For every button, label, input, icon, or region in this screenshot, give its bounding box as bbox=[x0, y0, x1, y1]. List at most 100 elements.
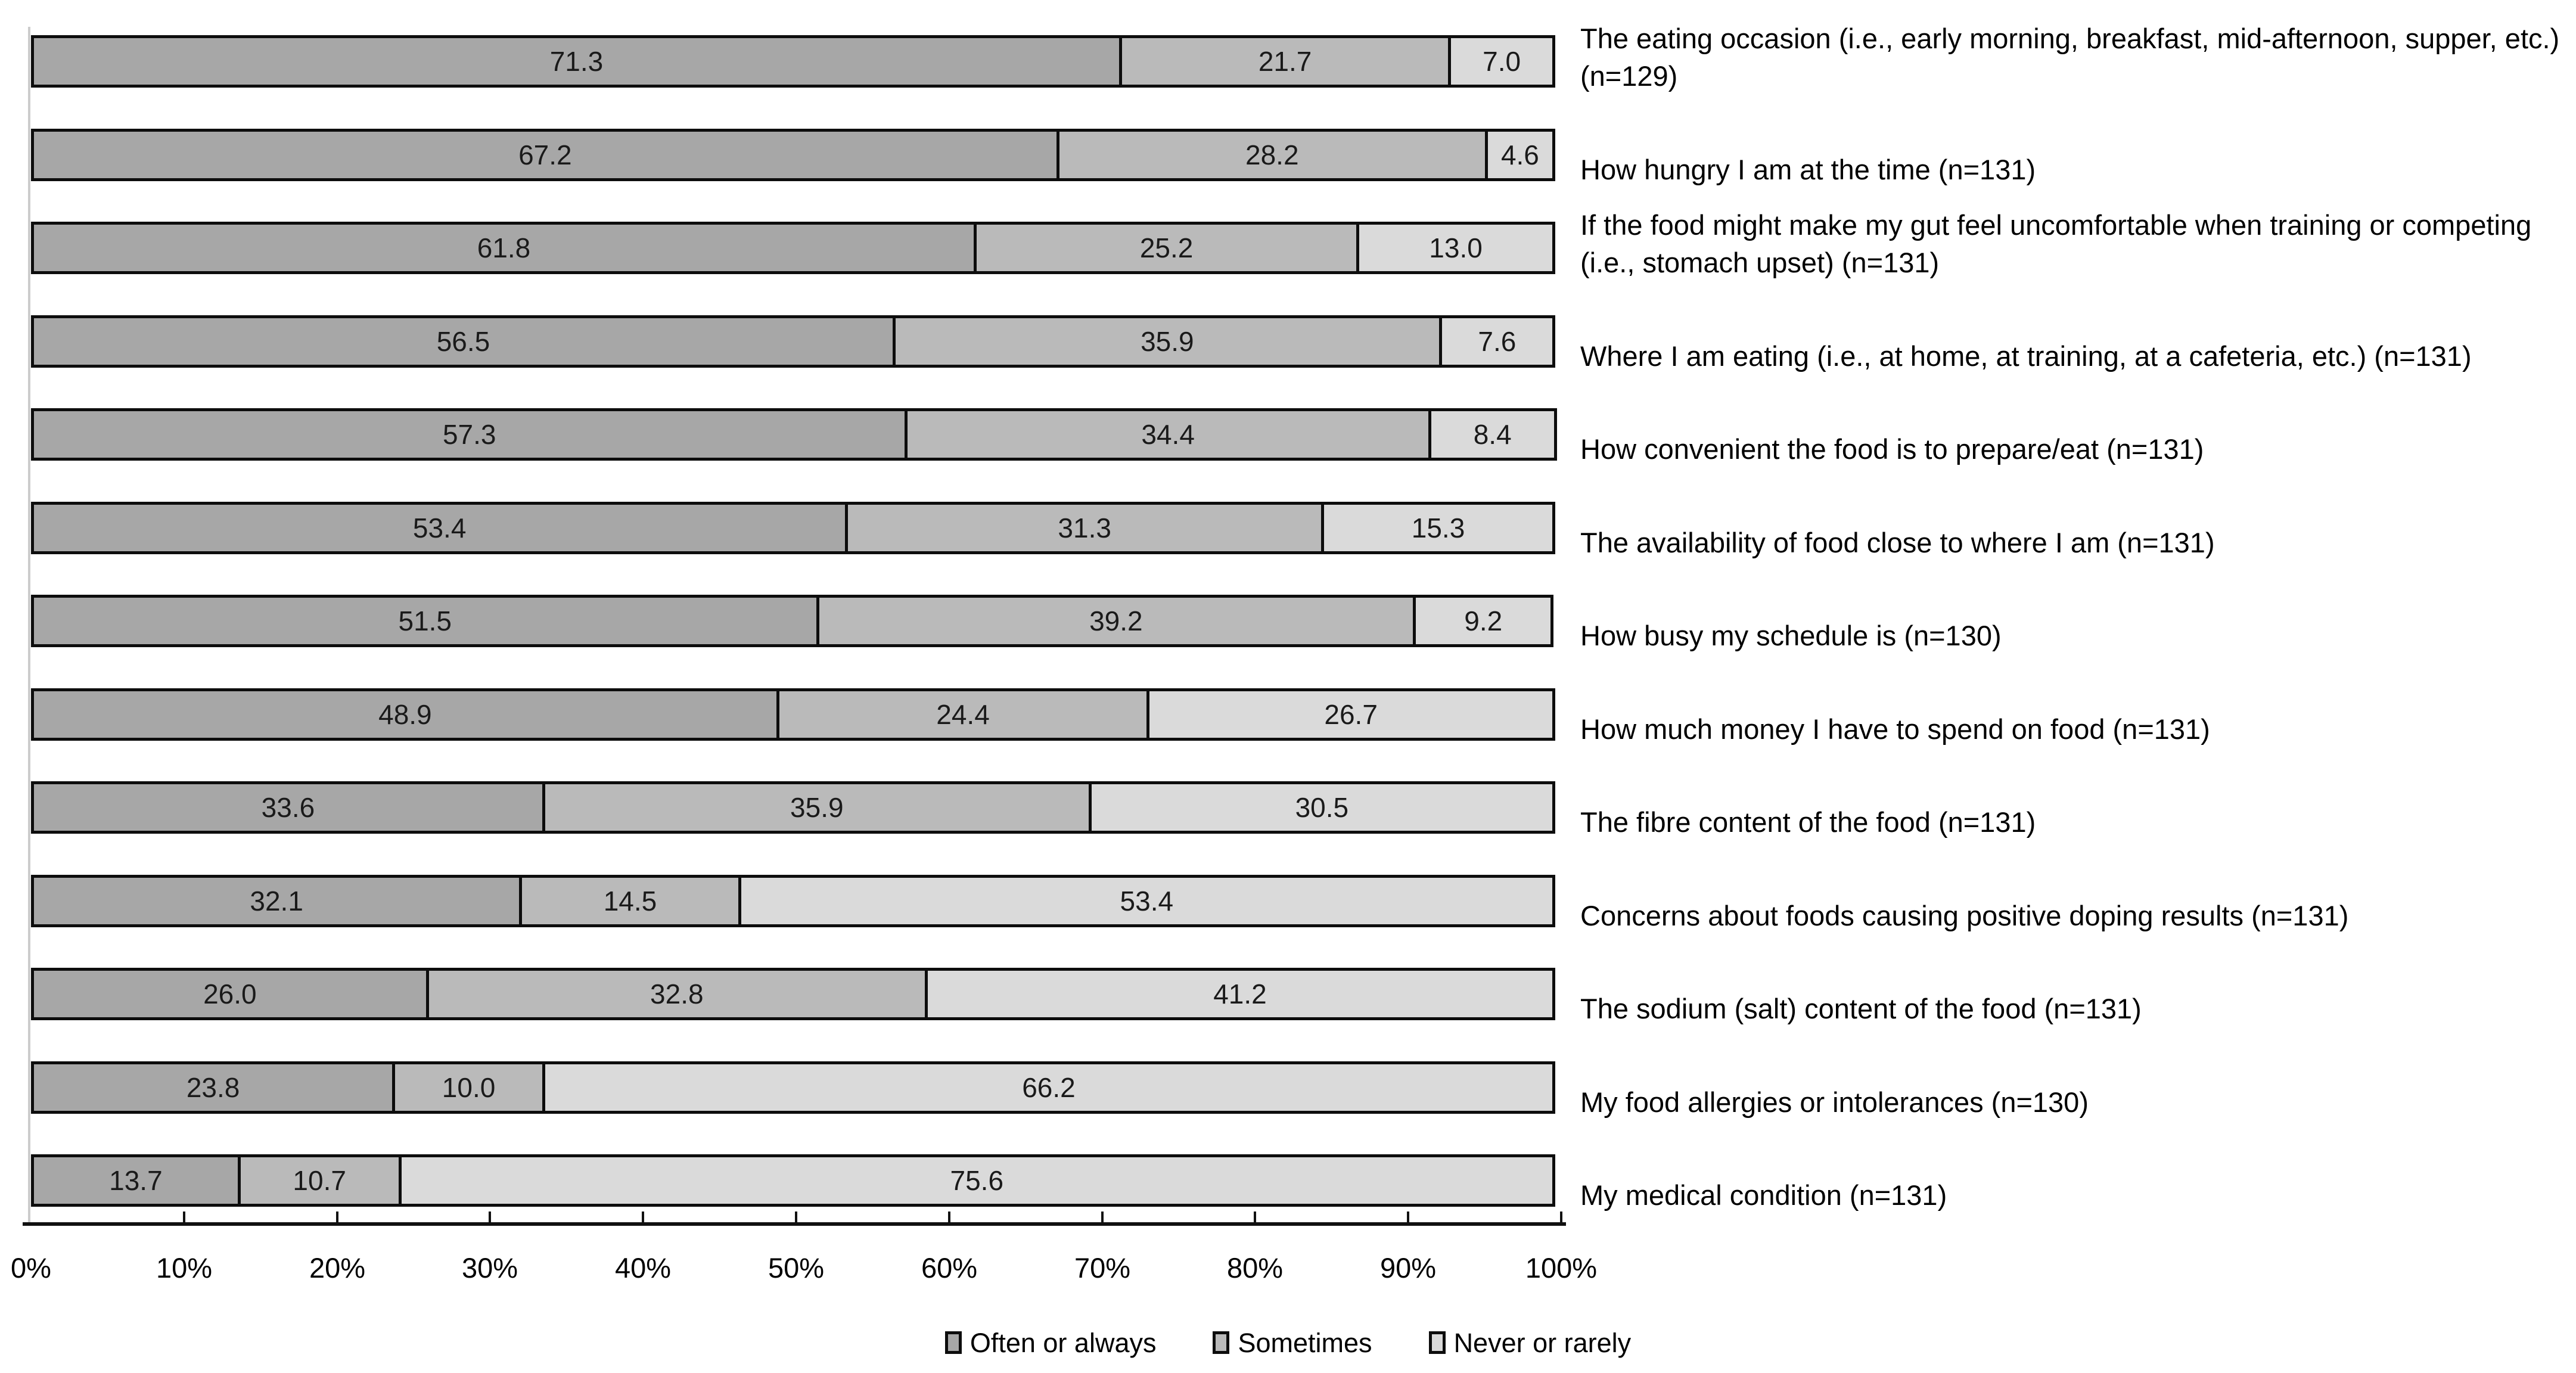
category-label-5: How convenient the food is to prepare/ea… bbox=[1580, 366, 2572, 468]
bar-row-3: 61.8 25.2 13.0 bbox=[31, 222, 1561, 274]
bar-segment-sometimes: 32.8 bbox=[425, 968, 928, 1020]
category-label-11: The sodium (salt) content of the food (n… bbox=[1580, 926, 2572, 1027]
bar-segment-never-or-rarely: 30.5 bbox=[1088, 781, 1555, 834]
category-label-1: The eating occasion (i.e., early morning… bbox=[1580, 0, 2572, 95]
bar-value-label: 75.6 bbox=[950, 1165, 1004, 1196]
category-label-text: How convenient the food is to prepare/ea… bbox=[1580, 433, 2204, 465]
bar-row-1: 71.3 21.7 7.0 bbox=[31, 35, 1561, 88]
bar-value-label: 71.3 bbox=[549, 46, 604, 77]
legend-label-never-or-rarely: Never or rarely bbox=[1453, 1327, 1632, 1358]
bar-segment-never-or-rarely: 41.2 bbox=[924, 968, 1555, 1020]
bar-segment-often-or-always: 57.3 bbox=[31, 408, 908, 461]
axis-tick bbox=[948, 1212, 950, 1222]
axis-tick bbox=[642, 1212, 644, 1222]
bar-segment-sometimes: 25.2 bbox=[974, 222, 1360, 274]
category-label-text: The availability of food close to where … bbox=[1580, 527, 2215, 558]
bar-row-13: 13.7 10.7 75.6 bbox=[31, 1154, 1561, 1207]
x-axis-line bbox=[23, 1222, 1566, 1226]
bar-segment-sometimes: 10.7 bbox=[237, 1154, 402, 1207]
bar-row-11: 26.0 32.8 41.2 bbox=[31, 968, 1561, 1020]
legend-label-often-or-always: Often or always bbox=[970, 1327, 1157, 1358]
category-label-text: The fibre content of the food (n=131) bbox=[1580, 806, 2036, 838]
bar-value-label: 13.7 bbox=[109, 1165, 163, 1196]
bar-value-label: 21.7 bbox=[1258, 46, 1312, 77]
bar-row-8: 48.9 24.4 26.7 bbox=[31, 688, 1561, 741]
axis-tick-label: 90% bbox=[1379, 1252, 1437, 1284]
bar-segment-never-or-rarely: 4.6 bbox=[1484, 129, 1555, 181]
axis-tick bbox=[336, 1212, 338, 1222]
bar-value-label: 10.0 bbox=[442, 1072, 496, 1103]
category-label-10: Concerns about foods causing positive do… bbox=[1580, 833, 2572, 934]
bar-row-12: 23.8 10.0 66.2 bbox=[31, 1061, 1561, 1114]
bar-segment-never-or-rarely: 13.0 bbox=[1356, 222, 1555, 274]
axis-tick-label: 70% bbox=[1074, 1252, 1131, 1284]
bar-value-label: 31.3 bbox=[1058, 512, 1111, 543]
bar-segment-sometimes: 14.5 bbox=[519, 875, 741, 927]
axis-tick-label: 20% bbox=[309, 1252, 366, 1284]
category-label-text: How busy my schedule is (n=130) bbox=[1580, 620, 2002, 651]
bar-segment-sometimes: 31.3 bbox=[845, 502, 1325, 554]
bar-value-label: 66.2 bbox=[1022, 1072, 1076, 1103]
axis-tick bbox=[1560, 1212, 1562, 1222]
axis-tick bbox=[183, 1212, 185, 1222]
bar-segment-never-or-rarely: 15.3 bbox=[1321, 502, 1555, 554]
axis-tick-label: 60% bbox=[921, 1252, 978, 1284]
legend-swatch-often-or-always bbox=[944, 1331, 962, 1354]
bar-segment-never-or-rarely: 9.2 bbox=[1413, 595, 1554, 647]
legend-item-never-or-rarely: Never or rarely bbox=[1428, 1327, 1632, 1358]
axis-tick bbox=[795, 1212, 797, 1222]
category-label-8: How much money I have to spend on food (… bbox=[1580, 647, 2572, 748]
bar-value-label: 41.2 bbox=[1213, 979, 1267, 1009]
axis-tick bbox=[489, 1212, 491, 1222]
bar-value-label: 53.4 bbox=[1120, 886, 1174, 917]
category-label-3: If the food might make my gut feel uncom… bbox=[1580, 180, 2572, 281]
bar-segment-often-or-always: 13.7 bbox=[31, 1154, 241, 1207]
bar-value-label: 35.9 bbox=[790, 792, 844, 823]
axis-tick bbox=[1407, 1212, 1409, 1222]
bar-value-label: 32.1 bbox=[250, 886, 303, 917]
bar-value-label: 7.6 bbox=[1478, 326, 1517, 357]
bar-value-label: 51.5 bbox=[398, 605, 452, 636]
category-label-text: How hungry I am at the time (n=131) bbox=[1580, 154, 2036, 185]
category-label-text: Concerns about foods causing positive do… bbox=[1580, 900, 2349, 931]
bar-value-label: 25.2 bbox=[1139, 232, 1194, 263]
category-label-2: How hungry I am at the time (n=131) bbox=[1580, 87, 2572, 188]
category-label-12: My food allergies or intolerances (n=130… bbox=[1580, 1020, 2572, 1121]
bar-value-label: 23.8 bbox=[186, 1072, 240, 1103]
bar-segment-often-or-always: 33.6 bbox=[31, 781, 545, 834]
bar-value-label: 14.5 bbox=[603, 886, 657, 917]
bar-segment-sometimes: 10.0 bbox=[392, 1061, 545, 1114]
bar-value-label: 34.4 bbox=[1141, 419, 1195, 450]
bar-segment-sometimes: 34.4 bbox=[905, 408, 1431, 461]
bar-segment-often-or-always: 32.1 bbox=[31, 875, 523, 927]
bar-value-label: 57.3 bbox=[442, 419, 496, 450]
bar-value-label: 13.0 bbox=[1429, 232, 1483, 263]
bar-segment-often-or-always: 61.8 bbox=[31, 222, 977, 274]
bar-segment-sometimes: 35.9 bbox=[892, 315, 1442, 368]
legend-item-sometimes: Sometimes bbox=[1213, 1329, 1372, 1356]
bar-segment-often-or-always: 67.2 bbox=[31, 129, 1059, 181]
bar-row-5: 57.3 34.4 8.4 bbox=[31, 408, 1561, 461]
bar-segment-often-or-always: 48.9 bbox=[31, 688, 779, 741]
bar-segment-never-or-rarely: 53.4 bbox=[738, 875, 1555, 927]
bar-value-label: 24.4 bbox=[936, 699, 990, 730]
legend-label-sometimes: Sometimes bbox=[1238, 1327, 1372, 1358]
bar-segment-sometimes: 28.2 bbox=[1056, 129, 1488, 181]
category-label-text: My medical condition (n=131) bbox=[1580, 1179, 1947, 1211]
category-label-text: Where I am eating (i.e., at home, at tra… bbox=[1580, 340, 2472, 372]
bar-row-7: 51.5 39.2 9.2 bbox=[31, 595, 1561, 647]
bar-segment-never-or-rarely: 7.0 bbox=[1448, 35, 1555, 88]
bar-value-label: 56.5 bbox=[436, 326, 490, 357]
bar-segment-sometimes: 21.7 bbox=[1118, 35, 1452, 88]
category-label-text: The eating occasion (i.e., early morning… bbox=[1580, 23, 2560, 92]
axis-tick-label: 40% bbox=[614, 1252, 672, 1284]
category-label-13: My medical condition (n=131) bbox=[1580, 1113, 2572, 1214]
bar-value-label: 67.2 bbox=[518, 139, 572, 170]
bar-segment-often-or-always: 26.0 bbox=[31, 968, 429, 1020]
bar-value-label: 8.4 bbox=[1473, 419, 1512, 450]
bar-segment-never-or-rarely: 75.6 bbox=[398, 1154, 1555, 1207]
category-label-6: The availability of food close to where … bbox=[1580, 460, 2572, 561]
bar-segment-often-or-always: 53.4 bbox=[31, 502, 849, 554]
bar-row-9: 33.6 35.9 30.5 bbox=[31, 781, 1561, 834]
